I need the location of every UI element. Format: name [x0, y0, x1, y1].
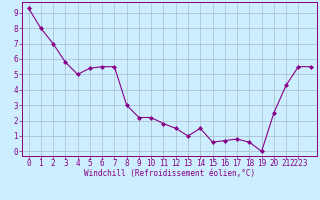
X-axis label: Windchill (Refroidissement éolien,°C): Windchill (Refroidissement éolien,°C): [84, 169, 255, 178]
